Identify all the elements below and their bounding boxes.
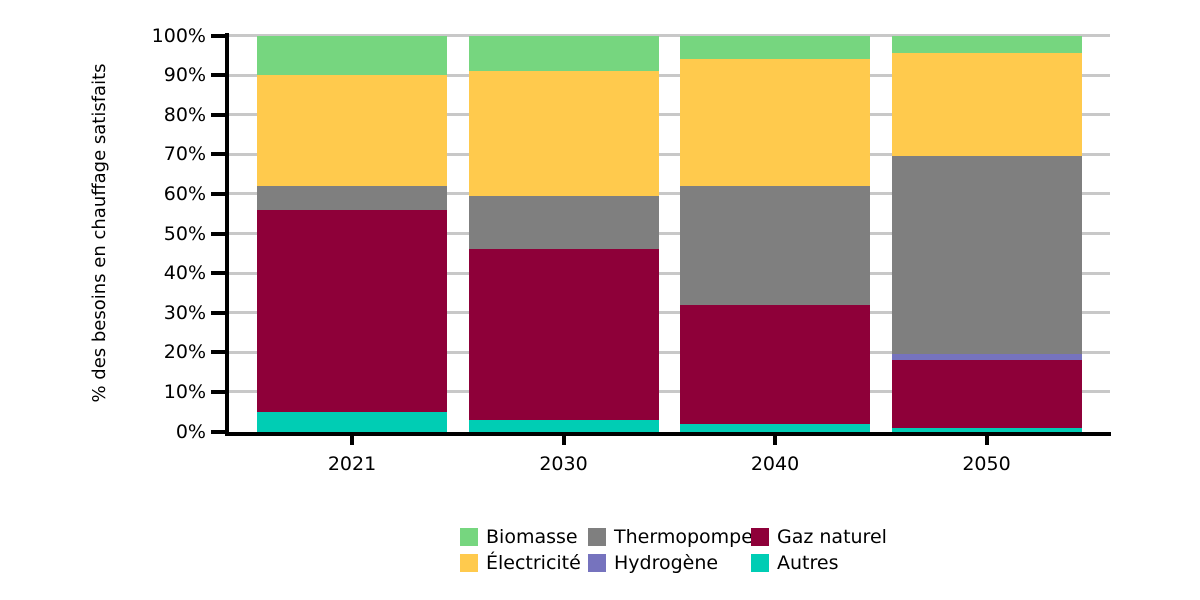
bar-segment-2040-Autres	[680, 424, 870, 432]
y-tick-mark-20%	[211, 350, 225, 355]
bar-segment-2040-Électricité	[680, 59, 870, 186]
y-tick-mark-60%	[211, 191, 225, 196]
plot-area: 0% 10% 20% 30% 40% 50% 60% 70% 80% 90% 100% 2021 20…	[151, 24, 1111, 475]
y-tick-mark-50%	[211, 231, 225, 236]
x-tick-mark-2040	[773, 436, 777, 445]
y-axis-line	[225, 33, 229, 436]
y-tick-mark-70%	[211, 152, 225, 157]
gridline-90%	[228, 73, 1110, 77]
legend: Biomasse Thermopompe Gaz naturel Électricit…	[460, 526, 887, 574]
bar-segment-2030-Gaz naturel	[468, 249, 659, 420]
gridline-80%	[228, 113, 1110, 117]
legend-swatch-icon	[460, 554, 478, 572]
y-tick-mark-100%	[211, 33, 225, 38]
y-tick-label: 90%	[163, 64, 206, 87]
y-tick-label: 0%	[175, 420, 206, 443]
legend-item-Gaz naturel: Gaz naturel	[751, 526, 887, 548]
legend-label: Biomasse	[486, 526, 578, 548]
gridline-10%	[228, 390, 1110, 394]
legend-label: Thermopompe	[614, 526, 753, 548]
legend-swatch-icon	[751, 554, 769, 572]
bar-segment-2040-Gaz naturel	[680, 305, 870, 424]
y-tick-mark-40%	[211, 271, 225, 276]
y-tick-mark-10%	[211, 389, 225, 394]
bar-segment-2030-Électricité	[468, 71, 659, 196]
bar-segment-2021-Biomasse	[257, 36, 447, 75]
y-tick-label: 80%	[163, 103, 206, 126]
legend-item-Électricité: Électricité	[460, 552, 588, 574]
y-tick-label: 50%	[163, 222, 206, 245]
y-tick-label: 70%	[163, 143, 206, 166]
legend-item-Thermopompe: Thermopompe	[588, 526, 753, 548]
y-tick-mark-80%	[211, 112, 225, 117]
legend-item-Biomasse: Biomasse	[460, 526, 588, 548]
bar-segment-2040-Thermopompe	[680, 186, 870, 305]
gridline-100%	[228, 34, 1110, 37]
bar-segment-2050-Thermopompe	[891, 156, 1082, 354]
gridline-30%	[228, 311, 1110, 315]
bar-segment-2021-Gaz naturel	[257, 210, 447, 412]
legend-label: Gaz naturel	[777, 526, 887, 548]
bar-segment-2040-Biomasse	[680, 36, 870, 59]
bar-segment-2021-Autres	[257, 412, 447, 432]
y-tick-label: 40%	[163, 262, 206, 285]
bar-segment-2050-Gaz naturel	[891, 360, 1082, 428]
bar-segment-2050-Électricité	[891, 53, 1082, 156]
bar-segment-2021-Électricité	[257, 75, 447, 186]
legend-swatch-icon	[588, 554, 606, 572]
bar-segment-2050-Biomasse	[891, 36, 1082, 53]
legend-swatch-icon	[751, 528, 769, 546]
y-tick-label: 60%	[163, 182, 206, 205]
y-tick-label: 20%	[163, 341, 206, 364]
gridline-40%	[228, 271, 1110, 275]
gridline-60%	[228, 192, 1110, 196]
bar-segment-2021-Thermopompe	[257, 186, 447, 210]
gridline-50%	[228, 232, 1110, 235]
gridline-20%	[228, 350, 1110, 354]
legend-item-Autres: Autres	[751, 552, 887, 574]
y-tick-label: 10%	[163, 380, 206, 403]
bar-segment-2030-Biomasse	[468, 36, 659, 71]
x-tick-label-2050: 2050	[962, 453, 1011, 475]
legend-label: Électricité	[486, 552, 581, 574]
x-tick-label-2030: 2030	[539, 453, 588, 475]
x-axis-line	[225, 431, 1111, 436]
gridline-70%	[228, 152, 1110, 156]
x-tick-mark-2021	[350, 436, 354, 445]
legend-item-Hydrogène: Hydrogène	[588, 552, 751, 574]
bar-segment-2050-Autres	[891, 428, 1082, 432]
x-tick-mark-2050	[984, 436, 989, 445]
y-tick-label: 100%	[151, 24, 206, 47]
legend-label: Hydrogène	[614, 552, 719, 574]
y-tick-mark-90%	[211, 73, 225, 78]
bar-segment-2050-Hydrogène	[891, 354, 1082, 360]
y-tick-mark-30%	[211, 310, 225, 315]
x-tick-label-2021: 2021	[327, 453, 377, 475]
x-tick-mark-2030	[561, 436, 566, 445]
y-tick-mark-0%	[211, 429, 225, 434]
legend-swatch-icon	[588, 528, 606, 546]
legend-label: Autres	[777, 552, 839, 574]
bar-segment-2030-Thermopompe	[468, 196, 659, 249]
y-tick-label: 30%	[163, 301, 206, 324]
legend-swatch-icon	[460, 528, 478, 546]
x-tick-label-2040: 2040	[750, 453, 800, 475]
bar-segment-2030-Autres	[468, 420, 659, 432]
